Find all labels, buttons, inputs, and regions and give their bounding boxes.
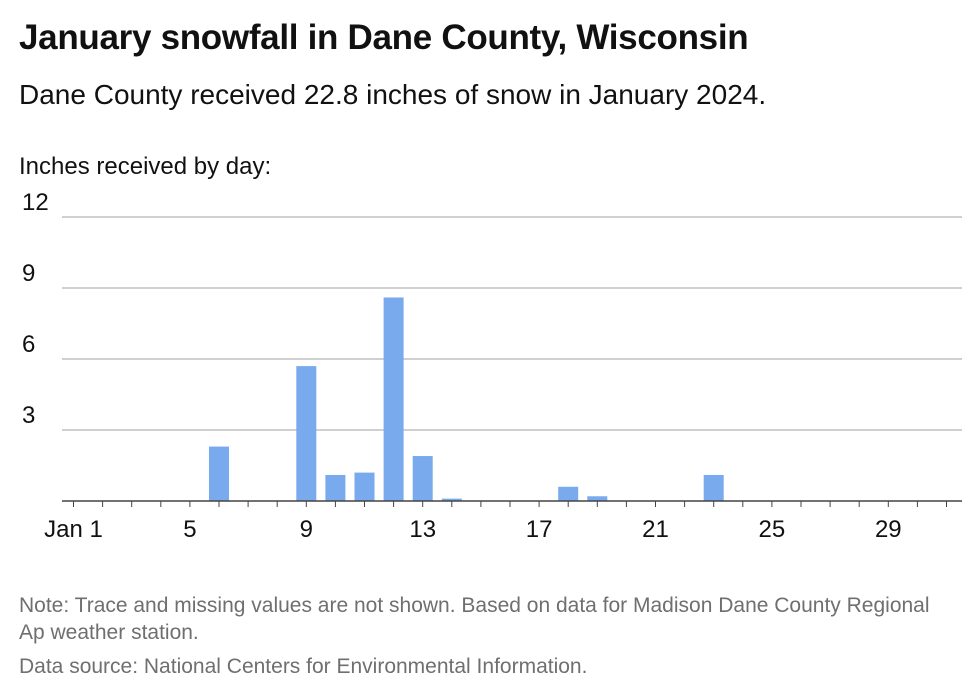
- x-tick-label: Jan 1: [44, 516, 103, 543]
- x-tick-label: 29: [875, 516, 902, 543]
- y-tick-label: 6: [22, 331, 35, 358]
- data-source: Data source: National Centers for Enviro…: [19, 655, 588, 678]
- chart-note: Note: Trace and missing values are not s…: [19, 594, 930, 644]
- x-tick-label: 25: [759, 516, 786, 543]
- x-tick-label: 5: [183, 516, 196, 543]
- y-axis-caption: Inches received by day:: [19, 153, 272, 180]
- x-tick-label: 17: [526, 516, 553, 543]
- chart-title: January snowfall in Dane County, Wiscons…: [19, 18, 749, 57]
- bar: [703, 474, 724, 501]
- bar: [558, 486, 579, 501]
- x-tick-label: 9: [300, 516, 313, 543]
- x-tick-label: 13: [409, 516, 436, 543]
- bar: [209, 446, 229, 501]
- x-tick-label: 21: [642, 516, 669, 543]
- chart-subtitle: Dane County received 22.8 inches of snow…: [19, 79, 767, 110]
- bar: [441, 498, 462, 501]
- y-tick-label: 9: [22, 260, 35, 287]
- bar: [587, 496, 608, 501]
- y-tick-label: 3: [22, 402, 35, 429]
- bar: [325, 474, 346, 501]
- bar: [354, 472, 375, 501]
- bar: [383, 297, 404, 501]
- snowfall-bar-chart: 3 6 9 12 Jan 1 5 9 13 17 21 25 29: [22, 190, 962, 543]
- y-tick-label: 12: [22, 190, 49, 216]
- bar: [412, 456, 433, 501]
- bar: [296, 366, 317, 501]
